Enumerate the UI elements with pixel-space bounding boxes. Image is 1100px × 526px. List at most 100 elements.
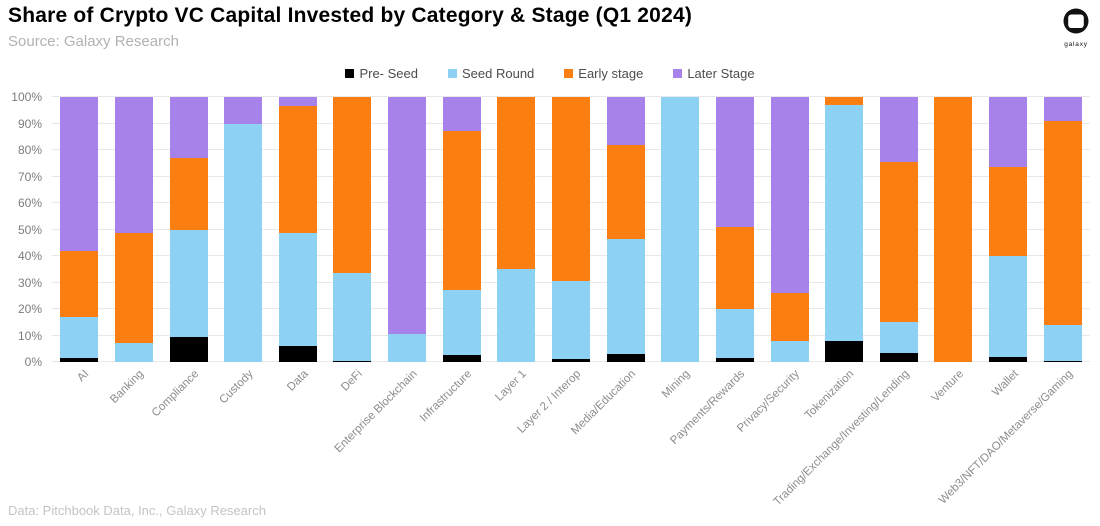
bar-segment-early-stage-defi — [333, 97, 372, 274]
galaxy-logo-text: galaxy — [1064, 41, 1088, 48]
bar-enterprise-blockchain — [388, 97, 427, 362]
bar-segment-later-stage-enterprise-blockchain — [388, 97, 427, 335]
bar-layer-1 — [497, 97, 536, 362]
bar-segment-later-stage-privacy-security — [770, 97, 809, 294]
bar-segment-pre-seed-data — [278, 346, 317, 362]
bar-segment-early-stage-privacy-security — [770, 293, 809, 341]
legend-swatch-early-stage — [564, 69, 574, 78]
legend-label-early-stage: Early stage — [578, 66, 644, 81]
y-tick-80: 80% — [17, 143, 42, 157]
bar-segment-pre-seed-trading-exchange-investing-lending — [879, 352, 918, 362]
x-axis-label-tokenization: Tokenization — [802, 368, 857, 422]
x-axis-label-defi: DeFi — [339, 368, 365, 394]
bar-segment-seed-round-tokenization — [825, 104, 864, 341]
legend-label-later-stage: Later Stage — [687, 66, 755, 81]
x-axis-label-venture: Venture — [929, 368, 966, 405]
bar-web3-nft-dao-metaverse-gaming — [1043, 97, 1082, 362]
y-tick-100: 100% — [11, 90, 42, 104]
bar-mining — [661, 97, 700, 362]
bar-segment-later-stage-infrastructure — [442, 97, 481, 132]
bar-segment-later-stage-ai — [60, 97, 99, 251]
y-tick-90: 90% — [17, 116, 42, 131]
bar-segment-pre-seed-infrastructure — [442, 355, 481, 362]
x-axis-label-banking: Banking — [108, 368, 147, 406]
bar-segment-seed-round-data — [278, 233, 317, 347]
bar-segment-seed-round-custody — [224, 123, 263, 362]
bar-segment-seed-round-defi — [333, 273, 372, 361]
y-tick-60: 60% — [17, 196, 42, 210]
bar-segment-early-stage-infrastructure — [442, 131, 481, 291]
y-tick-70: 70% — [17, 169, 42, 184]
bar-privacy-security — [770, 97, 809, 362]
bar-segment-early-stage-compliance — [169, 157, 208, 230]
bar-segment-seed-round-wallet — [989, 256, 1028, 357]
bar-segment-early-stage-data — [278, 106, 317, 234]
bar-segment-later-stage-web3-nft-dao-metaverse-gaming — [1043, 97, 1082, 121]
bar-segment-early-stage-tokenization — [825, 97, 864, 105]
bar-segment-later-stage-custody — [224, 97, 263, 124]
gridline-100 — [52, 96, 1090, 97]
x-axis-label-custody: Custody — [217, 368, 256, 407]
bar-defi — [333, 97, 372, 362]
bar-banking — [114, 97, 153, 362]
x-axis-label-mining: Mining — [660, 368, 693, 401]
bar-segment-early-stage-trading-exchange-investing-lending — [879, 161, 918, 323]
bar-segment-early-stage-web3-nft-dao-metaverse-gaming — [1043, 120, 1082, 325]
bar-segment-early-stage-wallet — [989, 167, 1028, 257]
bar-segment-later-stage-banking — [114, 97, 153, 234]
x-axis-label-ai: AI — [75, 368, 92, 385]
legend-item-seed-round: Seed Round — [448, 66, 534, 81]
x-axis-label-layer-1: Layer 1 — [493, 368, 529, 404]
galaxy-logo-icon — [1063, 8, 1089, 34]
legend-item-early-stage: Early stage — [564, 66, 643, 81]
bar-segment-seed-round-enterprise-blockchain — [388, 334, 427, 362]
bar-segment-early-stage-banking — [114, 233, 153, 344]
bar-tokenization — [825, 97, 864, 362]
bar-segment-pre-seed-media-education — [606, 354, 645, 362]
bar-segment-early-stage-layer-1 — [497, 97, 536, 270]
legend-label-seed-round: Seed Round — [462, 66, 535, 81]
bar-media-education — [606, 97, 645, 362]
bar-layer-2-interop — [552, 97, 590, 362]
bar-segment-seed-round-layer-1 — [497, 269, 536, 362]
bar-custody — [224, 97, 263, 362]
source-subtitle: Source: Galaxy Research — [8, 33, 179, 50]
legend-swatch-seed-round — [448, 69, 457, 78]
bar-segment-seed-round-trading-exchange-investing-lending — [879, 322, 918, 353]
legend-swatch-pre-seed — [345, 69, 355, 78]
bar-segment-seed-round-infrastructure — [442, 290, 481, 356]
bar-segment-pre-seed-payments-rewards — [715, 358, 754, 362]
bar-segment-pre-seed-layer-2-interop — [552, 359, 590, 362]
bar-venture — [934, 97, 973, 362]
y-tick-30: 30% — [17, 275, 42, 290]
y-tick-20: 20% — [17, 302, 42, 316]
bar-segment-early-stage-venture — [934, 97, 973, 362]
bar-segment-later-stage-trading-exchange-investing-lending — [879, 97, 918, 162]
bar-segment-seed-round-payments-rewards — [715, 309, 754, 359]
bar-segment-seed-round-privacy-security — [770, 340, 809, 362]
bar-segment-pre-seed-wallet — [989, 356, 1028, 362]
bar-segment-later-stage-payments-rewards — [715, 97, 754, 227]
bar-segment-seed-round-media-education — [606, 238, 645, 355]
bar-segment-pre-seed-defi — [333, 360, 372, 362]
bar-segment-seed-round-layer-2-interop — [552, 281, 590, 360]
bar-infrastructure — [442, 97, 481, 362]
x-axis-label-wallet: Wallet — [989, 368, 1021, 399]
y-tick-0: 0% — [24, 355, 42, 369]
bar-segment-pre-seed-web3-nft-dao-metaverse-gaming — [1043, 360, 1082, 362]
chart-legend: Pre- Seed Seed Round Early stage Later S… — [0, 66, 1100, 81]
bar-segment-pre-seed-tokenization — [825, 340, 864, 362]
galaxy-logo: galaxy — [1059, 8, 1093, 48]
bar-data — [278, 97, 317, 362]
bar-segment-later-stage-wallet — [989, 97, 1028, 168]
legend-item-later-stage: Later Stage — [673, 66, 755, 81]
page-title: Share of Crypto VC Capital Invested by C… — [8, 4, 693, 27]
bar-segment-later-stage-media-education — [606, 97, 645, 145]
bar-compliance — [169, 97, 208, 362]
bar-ai — [60, 97, 99, 362]
legend-item-pre-seed: Pre- Seed — [345, 66, 418, 81]
data-credit: Data: Pitchbook Data, Inc., Galaxy Resea… — [8, 503, 266, 518]
bar-segment-later-stage-data — [278, 97, 317, 107]
x-axis-label-data: Data — [284, 368, 311, 394]
